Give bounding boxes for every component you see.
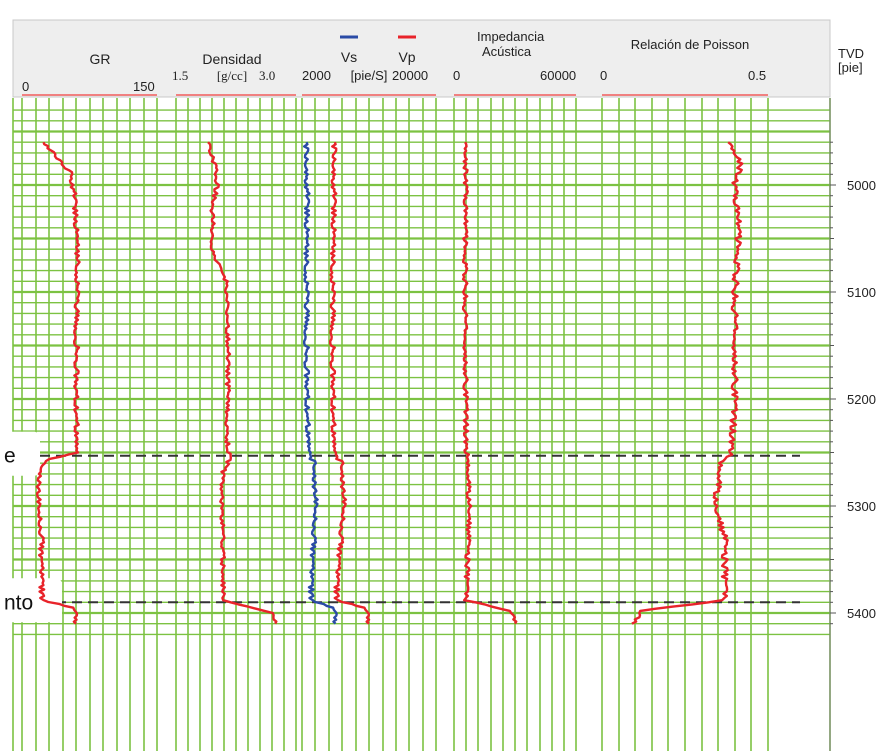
depth-tick-label: 5400 — [847, 606, 876, 621]
curve-gr — [35, 141, 81, 625]
curve-vs — [303, 141, 338, 625]
impedancia-min-label: 0 — [453, 68, 460, 83]
densidad-track-title: Densidad — [202, 51, 261, 67]
velocity-unit-label: [pie/S] — [351, 68, 388, 83]
velocity-max-label: 20000 — [392, 68, 428, 83]
impedancia-title-line2: Acústica — [482, 44, 532, 59]
log-curves — [35, 141, 744, 625]
gr-min-label: 0 — [22, 79, 29, 94]
gr-max-label: 150 — [133, 79, 155, 94]
depth-tick-label: 5000 — [847, 178, 876, 193]
header-strip — [12, 19, 831, 98]
formation-marker-label-box — [0, 431, 40, 476]
velocity-min-label: 2000 — [302, 68, 331, 83]
densidad-min-label: 1.5 — [172, 68, 188, 83]
depth-axis: 5000 5100 5200 5300 5400 — [829, 98, 876, 751]
depth-tick-label: 5200 — [847, 392, 876, 407]
poisson-track-title: Relación de Poisson — [631, 37, 750, 52]
depth-axis-title: TVD — [838, 46, 864, 61]
formation-markers: e nto — [0, 431, 800, 623]
curve-vp — [329, 141, 371, 625]
vp-legend-label: Vp — [398, 49, 415, 65]
depth-tick-label: 5300 — [847, 499, 876, 514]
gr-track-title: GR — [90, 51, 111, 67]
curve-densidad — [207, 141, 278, 625]
densidad-unit-label: [g/cc] — [217, 68, 247, 83]
curve-impedancia-ac-stica — [461, 141, 518, 625]
poisson-min-label: 0 — [600, 68, 607, 83]
formation-marker-label-box — [0, 578, 62, 623]
formation-marker-label: e — [4, 445, 16, 468]
impedancia-title-line1: Impedancia — [477, 29, 545, 44]
densidad-max-label: 3.0 — [259, 68, 275, 83]
impedancia-max-label: 60000 — [540, 68, 576, 83]
vs-legend-label: Vs — [341, 49, 357, 65]
curve-relaci-n-de-poisson — [631, 141, 744, 625]
depth-axis-unit: [pie] — [838, 60, 863, 75]
depth-tick-label: 5100 — [847, 285, 876, 300]
poisson-max-label: 0.5 — [748, 68, 766, 83]
formation-marker-label: nto — [4, 591, 33, 614]
